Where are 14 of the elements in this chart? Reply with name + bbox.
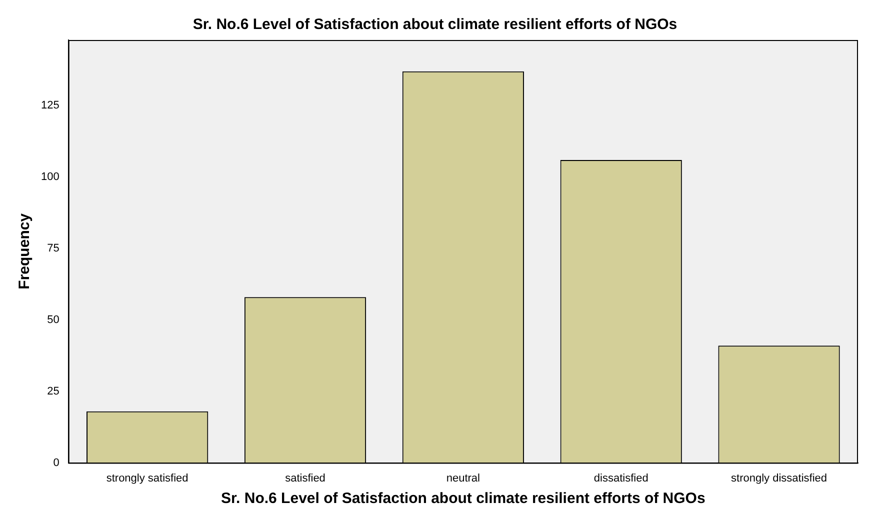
y-tick-label: 25 — [47, 385, 60, 398]
y-tick-label: 125 — [40, 100, 60, 112]
y-tick-label: 50 — [47, 314, 60, 326]
y-tick-label: 0 — [53, 456, 60, 469]
x-tick-label: strongly satisfied — [106, 472, 188, 484]
x-tick-label: dissatisfied — [594, 472, 648, 484]
y-tick-label: 100 — [40, 171, 60, 184]
x-tick-label: strongly dissatisfied — [731, 472, 828, 484]
x-tick-label: neutral — [446, 472, 480, 484]
y-tick-label: 75 — [47, 242, 60, 255]
x-axis-title: Sr. No.6 Level of Satisfaction about climate resilient efforts of NGOs — [221, 490, 706, 508]
chart-title: Sr. No.6 Level of Satisfaction about climate resilient efforts of NGOs — [192, 16, 678, 34]
x-tick-label: satisfied — [285, 472, 326, 484]
y-axis-title: Frequency — [16, 212, 34, 290]
